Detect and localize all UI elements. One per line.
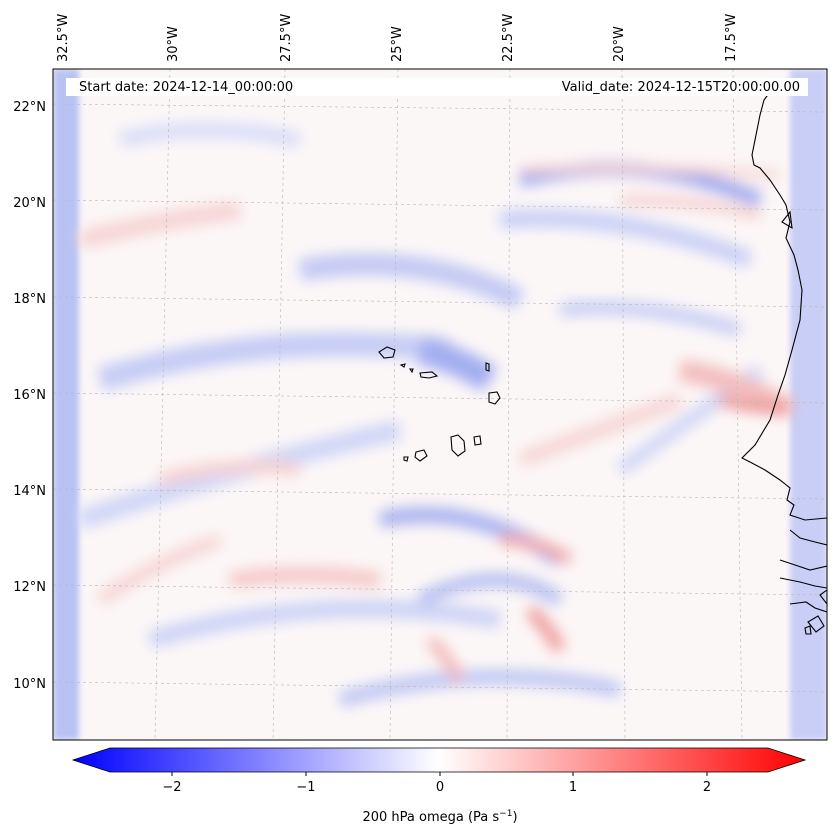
colorbar-title-main: 200 hPa omega (Pa s <box>362 810 499 825</box>
lat-label: 20°N <box>13 196 46 211</box>
lat-label: 16°N <box>13 388 46 403</box>
lat-label: 18°N <box>13 292 46 307</box>
lat-label: 14°N <box>13 484 46 499</box>
left-boundary-band <box>53 69 79 740</box>
map-panel <box>53 69 827 740</box>
lon-label: 25°W <box>390 26 405 62</box>
right-boundary-band <box>790 69 827 740</box>
colorbar-tick-label: 1 <box>569 780 577 795</box>
colorbar-tick-label: −1 <box>296 780 315 795</box>
latitude-labels: 22°N 20°N 18°N 16°N 14°N 12°N 10°N <box>13 100 46 692</box>
lon-label: 30°W <box>166 26 181 62</box>
colorbar-title-sup: −1 <box>499 809 512 819</box>
map-frame <box>52 68 828 741</box>
colorbar-bar <box>71 747 807 773</box>
map-gridlines <box>53 69 827 740</box>
lat-label: 10°N <box>13 677 46 692</box>
colorbar-title-end: ) <box>512 810 517 825</box>
lat-label: 22°N <box>13 100 46 115</box>
lon-label: 20°W <box>612 26 627 62</box>
date-banner <box>66 78 808 96</box>
colorbar-title: 200 hPa omega (Pa s−1) <box>362 809 517 825</box>
lon-label: 32.5°W <box>56 14 71 62</box>
lon-label: 22.5°W <box>501 14 516 62</box>
cape-verde-islands <box>378 346 501 462</box>
colorbar: −2 −1 0 1 2 200 hPa omega (Pa s−1) <box>71 747 807 825</box>
lon-label: 27.5°W <box>279 14 294 62</box>
colorbar-tick-label: −2 <box>162 780 181 795</box>
lat-label: 12°N <box>13 580 46 595</box>
valid-date-text: Valid_date: 2024-12-15T20:00:00.00 <box>562 80 800 95</box>
start-date-text: Start date: 2024-12-14_00:00:00 <box>79 80 293 95</box>
longitude-labels: 32.5°W 30°W 27.5°W 25°W 22.5°W 20°W 17.5… <box>56 14 739 62</box>
colorbar-tick-label: 0 <box>436 780 444 795</box>
colorbar-tick-label: 2 <box>703 780 711 795</box>
african-coastline <box>741 91 827 635</box>
colorbar-ticks <box>171 772 708 776</box>
lon-label: 17.5°W <box>724 14 739 62</box>
omega-field-patterns <box>76 122 796 708</box>
